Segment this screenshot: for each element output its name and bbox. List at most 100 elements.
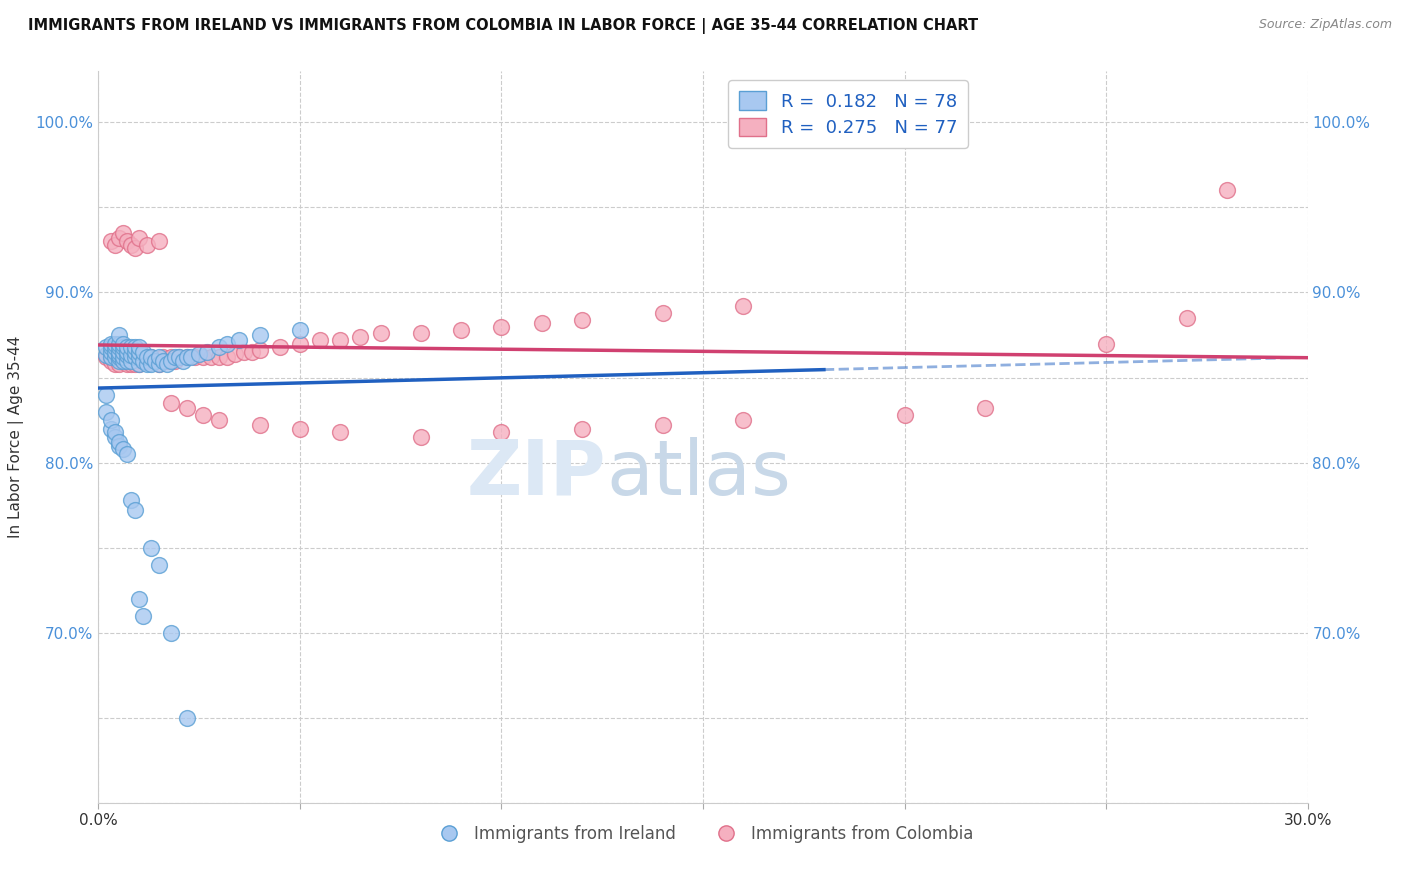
Point	[124, 350, 146, 364]
Point	[309, 333, 332, 347]
Point	[128, 350, 150, 364]
Point	[103, 238, 125, 252]
Point	[217, 336, 239, 351]
Point	[128, 340, 150, 354]
Point	[329, 425, 352, 439]
Point	[176, 401, 198, 416]
Point	[163, 350, 186, 364]
Point	[160, 353, 183, 368]
Point	[176, 711, 198, 725]
Point	[100, 350, 122, 364]
Point	[128, 231, 150, 245]
Point	[148, 357, 170, 371]
Point	[135, 353, 157, 368]
Point	[156, 357, 179, 371]
Point	[111, 336, 134, 351]
Point	[124, 350, 146, 364]
Point	[491, 425, 513, 439]
Point	[450, 323, 472, 337]
Point	[135, 357, 157, 371]
Point	[115, 235, 138, 249]
Point	[107, 345, 129, 359]
Point	[124, 503, 146, 517]
Text: ZIP: ZIP	[467, 437, 606, 510]
Point	[152, 353, 174, 368]
Point	[349, 329, 371, 343]
Point	[115, 353, 138, 368]
Point	[156, 353, 179, 368]
Point	[107, 340, 129, 354]
Point	[103, 336, 125, 351]
Point	[132, 345, 155, 359]
Point	[107, 357, 129, 371]
Point	[200, 350, 222, 364]
Point	[111, 350, 134, 364]
Point	[1095, 336, 1118, 351]
Y-axis label: In Labor Force | Age 35-44: In Labor Force | Age 35-44	[8, 336, 24, 538]
Point	[167, 350, 190, 364]
Point	[160, 350, 183, 364]
Point	[103, 350, 125, 364]
Point	[208, 340, 231, 354]
Point	[249, 418, 271, 433]
Point	[193, 408, 215, 422]
Point	[128, 350, 150, 364]
Point	[128, 591, 150, 606]
Point	[96, 350, 118, 364]
Point	[120, 340, 142, 354]
Point	[135, 350, 157, 364]
Point	[120, 493, 142, 508]
Point	[139, 350, 162, 364]
Point	[208, 350, 231, 364]
Point	[288, 323, 311, 337]
Point	[124, 241, 146, 255]
Point	[152, 350, 174, 364]
Point	[103, 425, 125, 439]
Point	[115, 348, 138, 362]
Point	[115, 340, 138, 354]
Point	[100, 345, 122, 359]
Point	[160, 396, 183, 410]
Text: Source: ZipAtlas.com: Source: ZipAtlas.com	[1258, 18, 1392, 31]
Point	[100, 235, 122, 249]
Point	[115, 447, 138, 461]
Point	[132, 353, 155, 368]
Point	[100, 413, 122, 427]
Point	[249, 328, 271, 343]
Point	[103, 345, 125, 359]
Point	[329, 333, 352, 347]
Point	[96, 387, 118, 401]
Point	[733, 413, 755, 427]
Point	[100, 340, 122, 354]
Point	[120, 353, 142, 368]
Point	[132, 353, 155, 368]
Point	[124, 345, 146, 359]
Point	[100, 353, 122, 368]
Point	[96, 404, 118, 418]
Point	[893, 408, 915, 422]
Point	[111, 353, 134, 368]
Point	[100, 350, 122, 364]
Point	[107, 231, 129, 245]
Point	[96, 348, 118, 362]
Point	[111, 350, 134, 364]
Point	[120, 238, 142, 252]
Point	[96, 340, 118, 354]
Point	[167, 350, 190, 364]
Point	[370, 326, 392, 341]
Point	[249, 343, 271, 358]
Point	[491, 319, 513, 334]
Point	[120, 348, 142, 362]
Point	[733, 299, 755, 313]
Point	[107, 350, 129, 364]
Point	[180, 350, 202, 364]
Point	[148, 350, 170, 364]
Point	[217, 350, 239, 364]
Point	[288, 336, 311, 351]
Point	[139, 350, 162, 364]
Point	[571, 312, 593, 326]
Point	[139, 541, 162, 555]
Point	[232, 345, 254, 359]
Point	[176, 350, 198, 364]
Point	[974, 401, 997, 416]
